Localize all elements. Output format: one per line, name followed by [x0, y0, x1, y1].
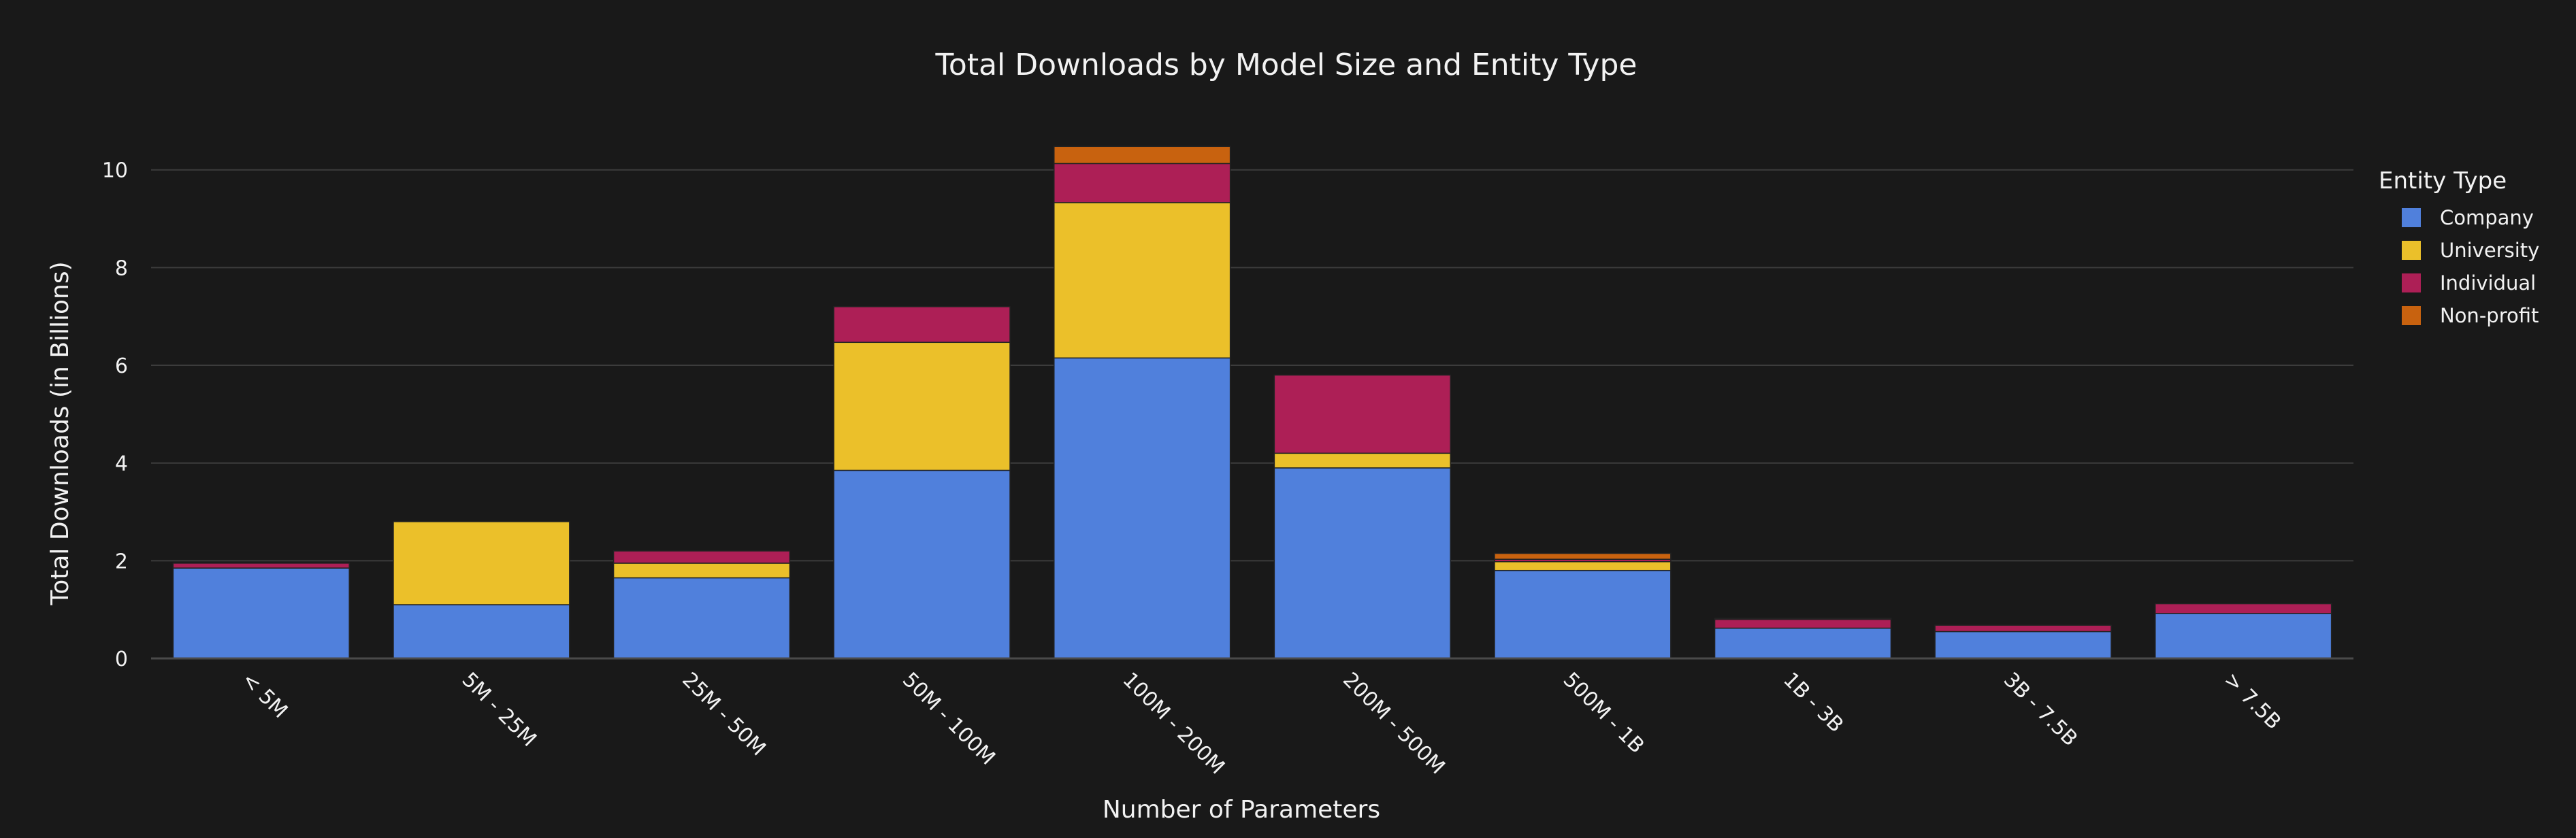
bar-individual-0[interactable]	[172, 563, 350, 569]
legend-item-university[interactable]: University	[2379, 234, 2539, 267]
bar-company-1[interactable]	[393, 604, 570, 659]
bar-university-5[interactable]	[1273, 452, 1451, 469]
bar-individual-8[interactable]	[1934, 624, 2112, 633]
x-tick-label: 3B - 7.5B	[1999, 668, 2082, 751]
bar-individual-9[interactable]	[2155, 603, 2332, 614]
gridlines	[151, 169, 2353, 562]
bar-company-5[interactable]	[1273, 467, 1451, 659]
x-tick-label: < 5M	[237, 668, 292, 723]
bar-company-9[interactable]	[2155, 613, 2332, 659]
legend-title: Entity Type	[2379, 167, 2507, 195]
bar-company-8[interactable]	[1934, 631, 2112, 659]
bar-non-profit-6[interactable]	[1494, 552, 1672, 560]
x-tick-label: > 7.5B	[2219, 668, 2286, 735]
bar-individual-2[interactable]	[613, 550, 791, 564]
y-tick-label: 10	[102, 159, 128, 183]
legend-items: Company University Individual Non-profit	[2379, 201, 2539, 332]
legend-item-non-profit[interactable]: Non-profit	[2379, 299, 2539, 332]
x-tick-label: 200M - 500M	[1338, 668, 1449, 779]
y-tick-label: 8	[115, 256, 128, 280]
legend-swatch	[2402, 306, 2421, 325]
legend-item-company[interactable]: Company	[2379, 201, 2539, 234]
bar-company-2[interactable]	[613, 577, 791, 659]
y-tick-label: 0	[115, 648, 128, 671]
legend-label: Company	[2440, 206, 2534, 229]
x-tick-labels: < 5M 5M - 25M 25M - 50M 50M - 100M 100M - 20…	[237, 668, 2285, 779]
chart-title: Total Downloads by Model Size and Entity…	[935, 48, 1637, 82]
y-tick-label: 2	[115, 550, 128, 573]
y-tick-label: 6	[115, 354, 128, 378]
bar-university-2[interactable]	[613, 563, 791, 579]
bar-individual-5[interactable]	[1273, 374, 1451, 454]
bar-company-6[interactable]	[1494, 569, 1672, 659]
y-axis-title: Total Downloads (in Billions)	[46, 261, 74, 605]
x-tick-label: 25M - 50M	[677, 668, 770, 760]
bar-individual-3[interactable]	[833, 306, 1011, 343]
y-tick-label: 4	[115, 452, 128, 476]
legend-label: University	[2440, 239, 2540, 262]
bars	[151, 146, 2353, 660]
x-tick-label: 1B - 3B	[1778, 668, 1848, 737]
bar-company-7[interactable]	[1714, 627, 1892, 659]
legend-swatch	[2402, 273, 2421, 292]
bar-university-1[interactable]	[393, 521, 570, 605]
bar-company-3[interactable]	[833, 469, 1011, 659]
legend-item-individual[interactable]: Individual	[2379, 267, 2539, 299]
bar-non-profit-7[interactable]	[1714, 618, 1892, 620]
bar-university-3[interactable]	[833, 341, 1011, 471]
y-tick-labels: 0 2 4 6 8 10	[102, 159, 128, 671]
legend-swatch	[2402, 208, 2421, 227]
bar-university-6[interactable]	[1494, 561, 1672, 571]
legend-swatch	[2402, 241, 2421, 260]
legend-label: Non-profit	[2440, 304, 2539, 327]
x-tick-label: 50M - 100M	[898, 668, 1000, 770]
bar-non-profit-4[interactable]	[1054, 146, 1231, 165]
bar-university-4[interactable]	[1054, 202, 1231, 359]
bar-individual-4[interactable]	[1054, 163, 1231, 203]
bar-company-4[interactable]	[1054, 357, 1231, 659]
x-tick-label: 500M - 1B	[1559, 668, 1649, 758]
x-tick-label: 100M - 200M	[1118, 668, 1229, 779]
x-tick-label: 5M - 25M	[457, 668, 541, 752]
bar-company-0[interactable]	[172, 567, 350, 659]
legend: Entity Type Company University Individual N…	[2379, 167, 2539, 332]
bar-individual-7[interactable]	[1714, 618, 1892, 629]
legend-label: Individual	[2440, 271, 2537, 295]
x-axis-title: Number of Parameters	[1103, 796, 1380, 824]
